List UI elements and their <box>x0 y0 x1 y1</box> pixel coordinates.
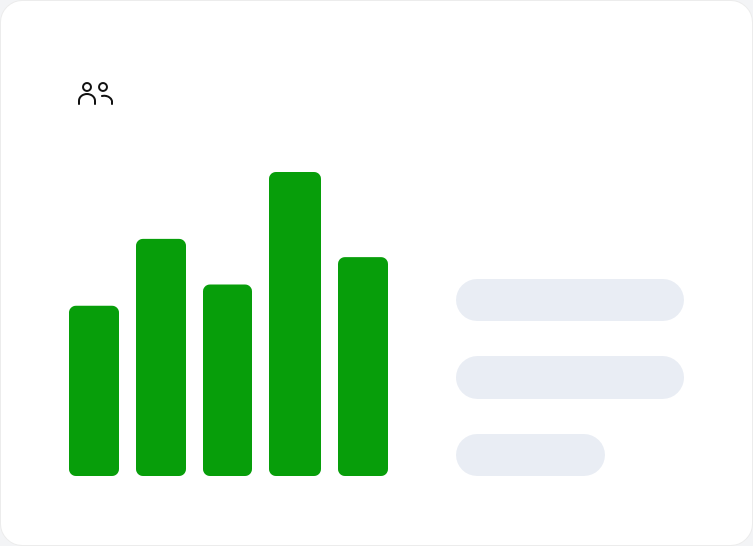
bar <box>338 257 388 476</box>
bar <box>136 238 186 476</box>
bar <box>269 172 321 476</box>
placeholder-line <box>456 279 684 321</box>
bar <box>69 305 119 476</box>
people-icon <box>78 82 113 105</box>
placeholder-line <box>456 356 684 399</box>
bar <box>203 284 252 476</box>
placeholder-line <box>456 434 605 476</box>
